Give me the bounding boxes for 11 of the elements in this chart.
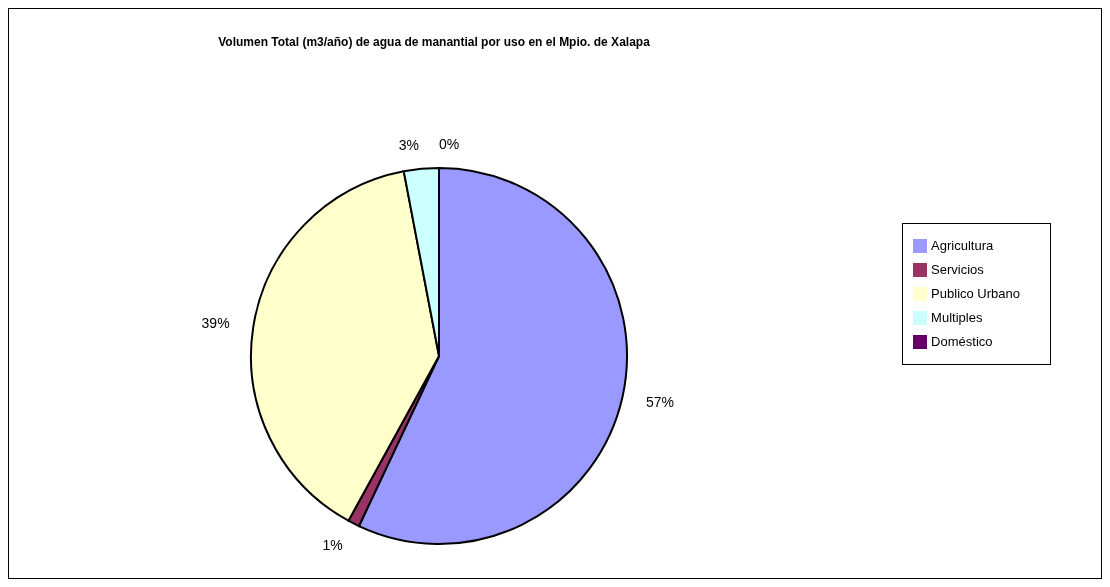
text: 0% xyxy=(439,136,460,152)
chart-title: Volumen Total (m3/año) de agua de manantial por uso en el Mpio. de Xalapa xyxy=(217,35,651,49)
data-label: 39% xyxy=(201,314,230,331)
legend-label: Multiples xyxy=(931,309,983,325)
data-label: 57% xyxy=(645,394,674,411)
legend-label: Agricultura xyxy=(931,237,994,253)
legend-label: Doméstico xyxy=(931,333,993,349)
data-label: 1% xyxy=(322,536,343,553)
legend-label: Servicios xyxy=(931,261,984,277)
data-label: 3% xyxy=(398,136,420,153)
legend-label: Publico Urbano xyxy=(931,285,1020,301)
